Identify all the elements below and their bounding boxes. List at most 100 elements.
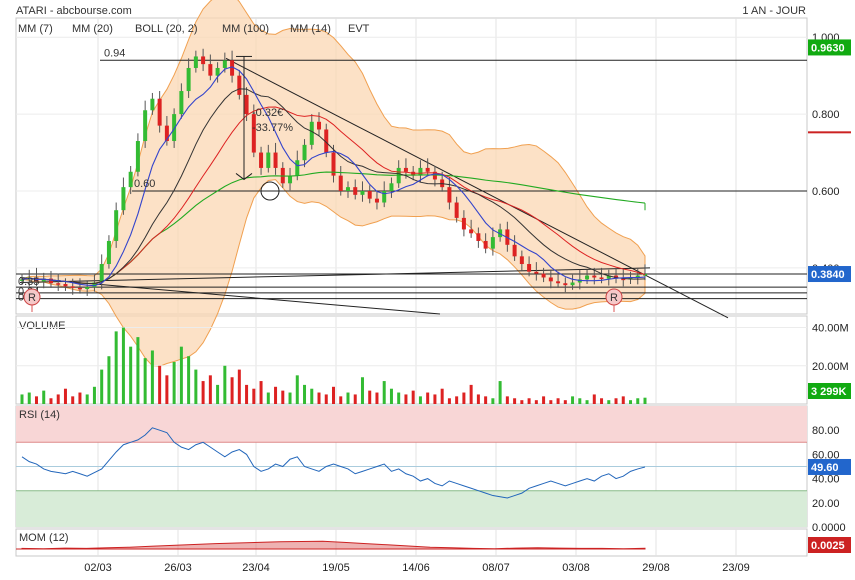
ma20-line (21, 106, 646, 284)
y-tick-label: 60.00 (812, 449, 840, 461)
candle-body (324, 129, 329, 153)
ma14-line (21, 88, 646, 284)
volume-bar (295, 375, 299, 404)
mom-area (21, 540, 646, 550)
level-060-label: 0.60 (134, 178, 155, 190)
candle-body (432, 171, 437, 180)
value-marker-bar (808, 131, 851, 134)
candle-body (476, 233, 481, 241)
rsi-title: RSI (14) (19, 409, 60, 421)
mom-title: MOM (12) (19, 532, 69, 544)
volume-bar (172, 361, 176, 404)
candle-body (150, 98, 155, 111)
rsi-line (21, 427, 646, 499)
candle-body (135, 141, 140, 172)
volume-bar (223, 365, 227, 404)
candle-body (621, 278, 626, 281)
drop-abs-label: -0.32€ (252, 107, 283, 119)
volume-bar (600, 398, 604, 404)
volume-bar (194, 369, 198, 404)
rsi-oversold-zone (16, 490, 807, 527)
candle-body (215, 67, 220, 76)
candle-body (85, 287, 90, 290)
volume-bar (527, 398, 531, 404)
volume-bar (433, 394, 437, 404)
candle-body (418, 167, 423, 176)
candle-body (237, 75, 242, 95)
candle-body (382, 190, 387, 203)
volume-bar (158, 365, 162, 404)
volume-bar (563, 400, 567, 404)
candle-body (288, 175, 293, 184)
candle-body (374, 198, 379, 203)
candle-body (331, 152, 336, 176)
volume-bar (317, 392, 321, 404)
candle-body (592, 275, 597, 278)
candle-body (599, 277, 604, 279)
candle-body (563, 283, 568, 286)
volume-bar (85, 394, 89, 404)
volume-bar (621, 396, 625, 404)
level-035-label: 0.35 (18, 276, 39, 288)
candle-body (360, 190, 365, 195)
legend-item: MM (7) (18, 23, 53, 35)
candle-body (548, 277, 553, 282)
volume-value-box: 3 299K (811, 386, 847, 398)
x-tick-label: 29/08 (642, 562, 670, 574)
candle-body (447, 187, 452, 203)
volume-bar (491, 398, 495, 404)
candle-body (403, 167, 408, 172)
y-tick-label: 80.00 (812, 425, 840, 437)
volume-bar (339, 396, 343, 404)
candle-body (490, 237, 495, 249)
last-price-box-bg (808, 266, 851, 283)
volume-bar (208, 375, 212, 404)
volume-bar (288, 392, 292, 404)
volume-bar (310, 388, 314, 404)
chart-title: ATARI - abcbourse.com (16, 5, 132, 17)
volume-bar (100, 369, 104, 404)
candle-body (164, 125, 169, 142)
candle-body (172, 114, 177, 142)
volume-bar (389, 388, 393, 404)
rsi-overbought-zone (16, 406, 807, 443)
candle-body (483, 240, 488, 249)
volume-bar (201, 381, 205, 404)
volume-value-box-bg (808, 383, 851, 399)
candle-body (454, 202, 459, 218)
candle-body (106, 240, 111, 265)
candle-body (367, 190, 372, 199)
y-tick-label: 40.00 (812, 474, 840, 486)
volume-bar (520, 400, 524, 404)
volume-bar (375, 392, 379, 404)
volume-bar (382, 381, 386, 404)
rsi-value-box-bg (808, 458, 851, 475)
level-094-label: 0.94 (104, 47, 125, 59)
volume-bar (476, 394, 480, 404)
x-tick-label: 26/03 (164, 562, 192, 574)
volume-bar (397, 392, 401, 404)
candle-body (251, 114, 256, 153)
volume-bar (281, 390, 285, 404)
candle-body (425, 167, 430, 172)
x-tick-label: 02/03 (84, 562, 112, 574)
candle-body (295, 160, 300, 176)
candle-body (20, 279, 24, 281)
volume-bar (129, 346, 133, 404)
volume-bar (230, 377, 234, 404)
candle-body (628, 277, 633, 280)
volume-bar (20, 394, 24, 404)
volume-bar (49, 398, 53, 404)
candle-body (114, 210, 119, 241)
volume-bar (332, 386, 335, 404)
candle-body (534, 271, 539, 274)
y-tick-label: 0.600 (812, 186, 840, 198)
volume-bar (237, 369, 241, 404)
volume-bar (542, 396, 546, 404)
candle-body (77, 287, 82, 290)
candle-body (606, 275, 611, 279)
volume-bar (56, 394, 60, 404)
event-marker (605, 288, 623, 306)
volume-bar (136, 337, 140, 404)
